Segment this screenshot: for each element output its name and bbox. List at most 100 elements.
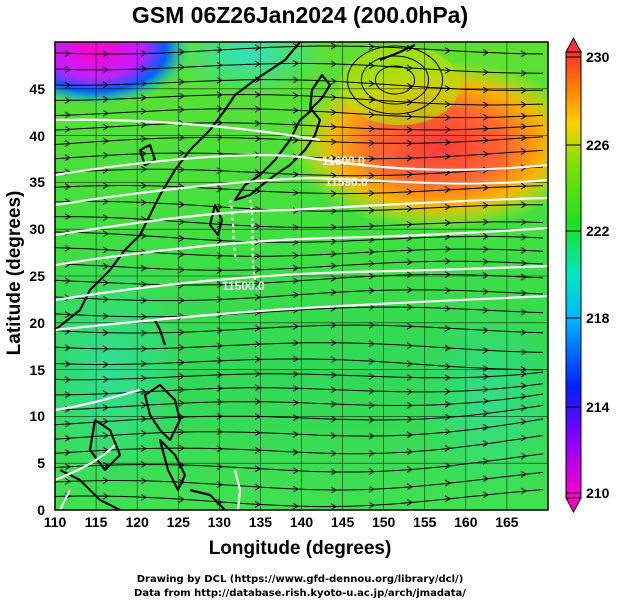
streamline-arrow bbox=[368, 260, 375, 268]
streamline-arrow bbox=[292, 291, 299, 299]
streamline-arrow bbox=[178, 149, 185, 157]
streamline-arrow bbox=[368, 206, 375, 214]
streamline-arrow bbox=[520, 233, 527, 241]
streamline bbox=[55, 358, 543, 371]
streamline-arrow bbox=[254, 465, 261, 473]
streamline-arrow bbox=[330, 503, 337, 510]
streamline-arrow bbox=[406, 483, 413, 491]
streamline-arrow bbox=[178, 166, 185, 174]
streamline-arrow bbox=[406, 322, 413, 330]
streamline-arrow bbox=[406, 139, 413, 147]
streamline-arrow bbox=[368, 248, 375, 256]
streamline-arrow bbox=[102, 109, 109, 117]
streamline-arrow bbox=[444, 114, 451, 121]
streamline-arrow bbox=[368, 189, 375, 197]
streamline-arrow bbox=[330, 250, 337, 258]
streamline-arrow bbox=[292, 355, 299, 363]
streamline-arrow bbox=[64, 448, 71, 456]
streamline-arrow bbox=[444, 362, 451, 370]
streamline-arrow bbox=[406, 258, 413, 266]
streamline-arrow bbox=[292, 467, 299, 475]
streamline bbox=[55, 122, 544, 131]
streamline-arrow bbox=[482, 397, 489, 405]
streamline-arrow bbox=[140, 345, 147, 353]
streamline-arrow bbox=[140, 182, 147, 190]
y-tick-label: 25 bbox=[29, 268, 45, 284]
streamline-arrow bbox=[444, 495, 451, 503]
streamline-arrow bbox=[140, 165, 147, 173]
temperature-field bbox=[55, 42, 548, 510]
streamline-arrow bbox=[64, 391, 71, 399]
streamline-arrow bbox=[254, 293, 261, 301]
streamline-arrow bbox=[178, 78, 185, 86]
streamline-arrow bbox=[368, 321, 375, 329]
streamline-arrow bbox=[482, 346, 489, 354]
plot-frame bbox=[54, 41, 549, 511]
height-contours bbox=[55, 118, 548, 510]
streamline bbox=[55, 289, 544, 302]
streamline-arrow bbox=[406, 360, 413, 368]
streamline-arrow bbox=[520, 50, 527, 58]
streamline-arrow bbox=[444, 186, 451, 194]
streamline-arrow bbox=[482, 423, 489, 431]
streamline-arrow bbox=[178, 218, 185, 226]
streamline-arrow bbox=[64, 111, 71, 119]
streamline-arrow bbox=[292, 430, 299, 438]
streamline-arrow bbox=[368, 139, 375, 147]
streamline-arrow bbox=[444, 203, 451, 211]
streamline-arrow bbox=[254, 429, 261, 437]
streamline-arrow bbox=[178, 297, 185, 304]
streamline-arrow bbox=[140, 401, 147, 409]
streamline bbox=[55, 418, 544, 440]
streamline-arrow bbox=[482, 272, 489, 279]
streamline-arrow bbox=[102, 375, 109, 383]
streamline-arrow bbox=[482, 150, 489, 158]
streamline-arrow bbox=[254, 135, 261, 143]
streamline-arrow bbox=[140, 199, 147, 206]
colorbar-min-arrow bbox=[565, 497, 582, 514]
streamline-arrow bbox=[216, 371, 223, 379]
streamline-arrow bbox=[292, 502, 299, 510]
streamline-arrow bbox=[292, 252, 299, 259]
streamline-arrow bbox=[140, 50, 147, 57]
streamline-arrow bbox=[64, 477, 71, 485]
streamline-arrow bbox=[482, 457, 489, 465]
contour-label: 11600.0 bbox=[322, 154, 365, 168]
streamline bbox=[55, 383, 544, 396]
streamline bbox=[55, 404, 544, 426]
streamline-arrow bbox=[254, 266, 261, 274]
streamline-arrow bbox=[292, 92, 299, 99]
streamline-arrow bbox=[178, 428, 185, 436]
streamline-arrow bbox=[254, 355, 261, 363]
streamline-arrow bbox=[520, 348, 527, 356]
streamline-arrow bbox=[444, 138, 451, 146]
streamline-arrow bbox=[330, 400, 337, 408]
streamline-arrow bbox=[254, 252, 261, 260]
streamline-arrow bbox=[254, 279, 261, 287]
streamline-arrow bbox=[102, 404, 109, 411]
streamline-arrow bbox=[520, 452, 527, 460]
streamline-arrow bbox=[216, 46, 223, 54]
streamline-arrow bbox=[444, 462, 451, 470]
streamline-arrow bbox=[292, 59, 299, 67]
streamline-arrow bbox=[64, 420, 71, 428]
streamline-arrow bbox=[444, 286, 451, 294]
y-axis-label: Latitude (degrees) bbox=[4, 190, 25, 356]
streamline-arrow bbox=[482, 113, 489, 121]
streamline-arrow bbox=[102, 123, 109, 131]
streamline bbox=[55, 200, 544, 212]
streamline-arrow bbox=[292, 322, 299, 330]
streamline-arrow bbox=[482, 475, 489, 483]
streamline-arrow bbox=[216, 412, 223, 420]
streamline-arrow bbox=[140, 280, 147, 288]
chart-title: GSM 06Z26Jan2024 (200.0hPa) bbox=[131, 2, 469, 28]
streamline-arrow bbox=[178, 235, 185, 242]
streamline-arrow bbox=[520, 382, 527, 390]
streamline bbox=[55, 342, 544, 353]
colorbar-max-arrow bbox=[565, 36, 582, 53]
streamline-arrow bbox=[444, 305, 451, 312]
streamline-arrow bbox=[292, 448, 299, 456]
streamline-arrow bbox=[520, 147, 527, 155]
streamline-arrow bbox=[64, 277, 71, 285]
streamline-arrow bbox=[140, 296, 147, 304]
